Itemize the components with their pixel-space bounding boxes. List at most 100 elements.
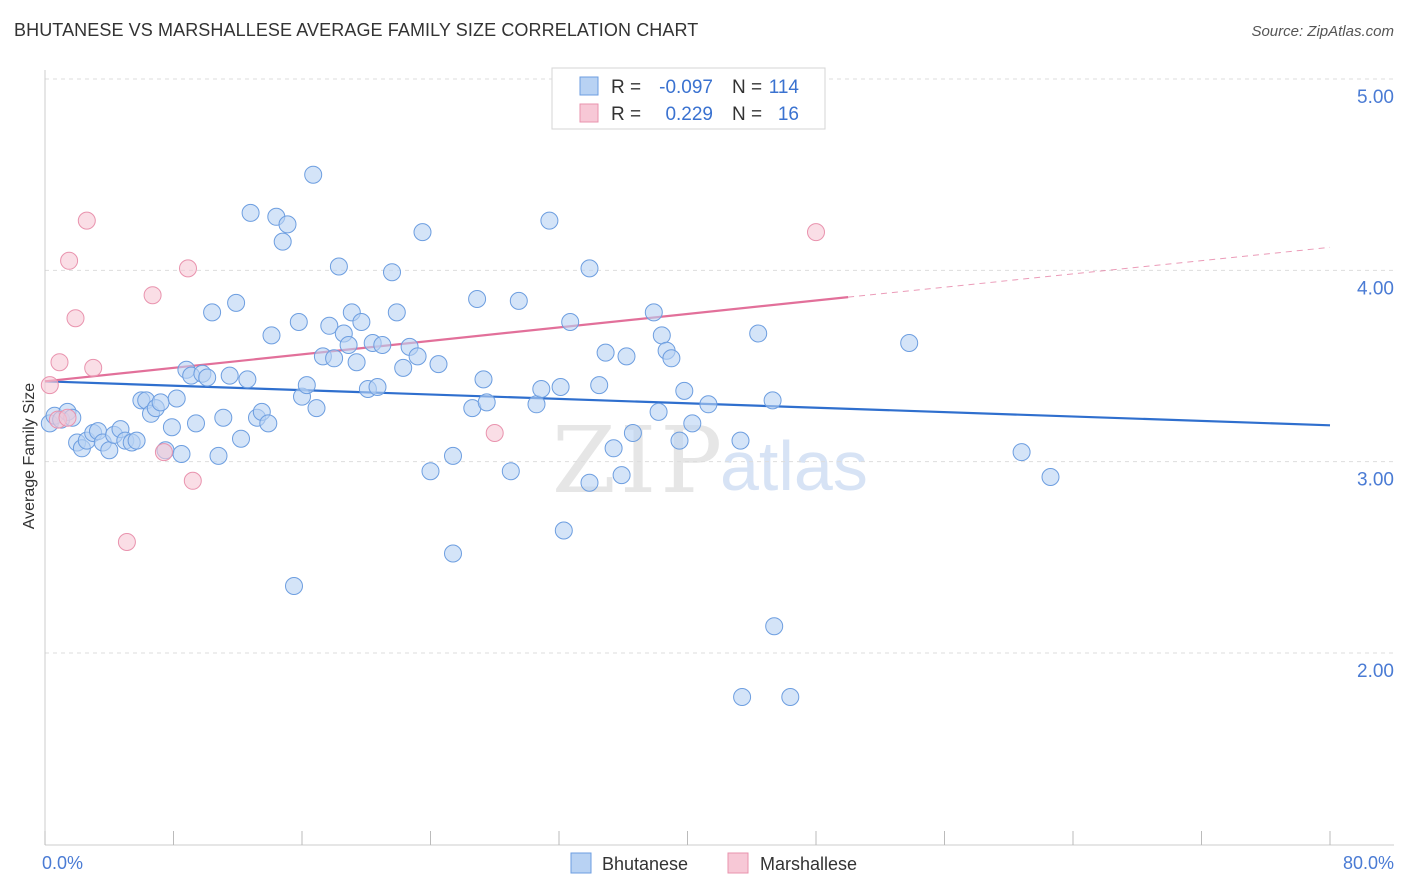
- point-bhutanese-44: [273, 232, 292, 251]
- point-bhutanese-112: [1041, 468, 1060, 486]
- point-bhutanese-76: [468, 290, 487, 308]
- point-bhutanese-66: [387, 303, 406, 322]
- x-tick-label-max: 80.0%: [1343, 853, 1394, 873]
- point-bhutanese-57: [339, 336, 358, 354]
- scatter-points: [40, 165, 1060, 706]
- point-bhutanese-51: [307, 399, 326, 418]
- bottom-legend-swatch-bhutanese: [570, 852, 592, 874]
- point-bhutanese-92: [612, 466, 631, 485]
- point-bhutanese-103: [699, 395, 718, 414]
- point-bhutanese-11: [100, 441, 119, 460]
- point-bhutanese-30: [198, 368, 217, 387]
- point-bhutanese-111: [1012, 443, 1031, 462]
- point-bhutanese-91: [604, 439, 623, 458]
- point-bhutanese-46: [285, 577, 303, 595]
- point-bhutanese-102: [683, 414, 702, 433]
- point-bhutanese-16: [127, 431, 146, 450]
- point-marshallese-9: [143, 286, 162, 305]
- axes: [44, 70, 1394, 846]
- point-bhutanese-93: [617, 347, 636, 366]
- point-bhutanese-25: [172, 445, 191, 463]
- gridlines: [45, 78, 1394, 654]
- legend-box: R = -0.097 N = 114 R = 0.229 N = 16: [551, 67, 826, 130]
- point-marshallese-6: [77, 211, 96, 230]
- point-bhutanese-54: [325, 349, 344, 368]
- point-bhutanese-70: [413, 223, 432, 242]
- point-marshallese-7: [84, 358, 103, 377]
- point-bhutanese-83: [540, 211, 559, 230]
- point-bhutanese-86: [561, 313, 580, 331]
- point-bhutanese-63: [368, 378, 387, 396]
- point-marshallese-0: [40, 376, 59, 395]
- point-bhutanese-96: [649, 402, 668, 421]
- point-bhutanese-21: [151, 393, 170, 412]
- point-bhutanese-87: [580, 473, 599, 492]
- point-bhutanese-100: [670, 431, 689, 450]
- point-bhutanese-33: [214, 408, 233, 427]
- point-bhutanese-74: [444, 446, 462, 465]
- point-bhutanese-41: [259, 414, 278, 433]
- point-bhutanese-45: [278, 215, 297, 234]
- point-bhutanese-34: [220, 366, 239, 385]
- trend-line-bhutanese: [44, 380, 1331, 427]
- legend-n-label-2: N =: [732, 104, 762, 125]
- point-marshallese-11: [179, 259, 197, 278]
- point-bhutanese-28: [187, 414, 205, 433]
- point-bhutanese-69: [408, 347, 427, 366]
- point-bhutanese-101: [675, 381, 694, 400]
- bottom-legend: Bhutanese Marshallese: [570, 852, 857, 874]
- point-bhutanese-94: [623, 424, 642, 442]
- point-bhutanese-82: [532, 380, 551, 398]
- point-bhutanese-99: [662, 349, 681, 368]
- point-bhutanese-50: [304, 165, 323, 184]
- point-bhutanese-73: [444, 544, 462, 563]
- point-marshallese-10: [154, 443, 173, 462]
- bottom-legend-label-marshallese: Marshallese: [760, 854, 857, 874]
- point-marshallese-12: [183, 471, 202, 490]
- point-marshallese-3: [58, 408, 77, 427]
- point-bhutanese-97: [652, 326, 671, 345]
- bottom-legend-label-bhutanese: Bhutanese: [602, 854, 688, 874]
- point-bhutanese-32: [209, 446, 228, 465]
- point-bhutanese-24: [167, 389, 186, 408]
- point-bhutanese-109: [781, 688, 800, 706]
- point-bhutanese-59: [347, 353, 366, 372]
- point-bhutanese-49: [297, 376, 316, 395]
- point-bhutanese-95: [644, 303, 663, 322]
- source-label: Source: ZipAtlas.com: [1251, 23, 1394, 40]
- point-marshallese-2: [50, 353, 69, 372]
- trend-line-marshallese: [44, 296, 849, 383]
- y-tick-label-3: 5.00: [1357, 87, 1394, 108]
- point-marshallese-5: [66, 309, 85, 328]
- point-bhutanese-79: [501, 462, 520, 481]
- point-bhutanese-105: [733, 688, 752, 706]
- point-bhutanese-110: [900, 334, 919, 352]
- point-bhutanese-64: [373, 336, 392, 354]
- point-bhutanese-104: [731, 431, 750, 450]
- point-bhutanese-84: [551, 378, 570, 396]
- point-bhutanese-53: [320, 316, 339, 335]
- point-bhutanese-81: [527, 395, 546, 414]
- trend-line-marshallese-extension: [848, 246, 1331, 298]
- point-bhutanese-55: [329, 257, 348, 276]
- y-axis-label: Average Family Size: [21, 383, 38, 530]
- legend-n-label-1: N =: [732, 77, 762, 98]
- point-bhutanese-108: [765, 617, 784, 636]
- point-bhutanese-78: [477, 393, 496, 412]
- point-bhutanese-85: [554, 521, 573, 540]
- point-marshallese-14: [807, 223, 825, 242]
- point-bhutanese-23: [162, 418, 181, 437]
- point-bhutanese-106: [749, 324, 768, 343]
- point-bhutanese-36: [232, 429, 250, 448]
- point-bhutanese-77: [474, 370, 493, 389]
- point-marshallese-13: [485, 424, 504, 442]
- legend-r-label-1: R =: [611, 77, 641, 98]
- point-bhutanese-89: [590, 376, 609, 395]
- legend-r-value-2: 0.229: [665, 104, 713, 125]
- point-bhutanese-60: [352, 313, 371, 331]
- legend-r-label-2: R =: [611, 104, 641, 125]
- point-bhutanese-37: [238, 370, 257, 389]
- bottom-legend-swatch-marshallese: [727, 852, 749, 874]
- point-bhutanese-80: [509, 291, 528, 310]
